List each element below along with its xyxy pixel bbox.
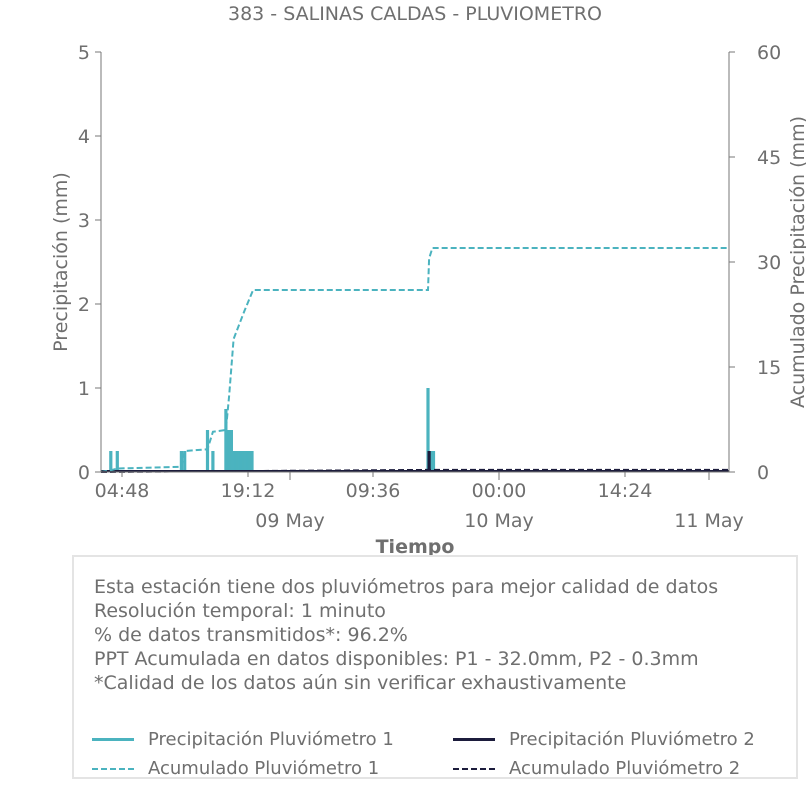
rain-bar-s0-6 (224, 409, 228, 472)
y-axis-title: Precipitación (mm) (50, 172, 72, 352)
info-line-stations: Esta estación tiene dos pluviómetros par… (94, 576, 719, 598)
y2-axis-title: Acumulado Precipitación (mm) (787, 116, 806, 408)
rain-bar-s0-1 (115, 451, 119, 472)
rain-bar-s0-3 (183, 451, 187, 472)
legend-item-p1-acc: Acumulado Pluviómetro 1 (92, 758, 379, 779)
y2-tick-label-4: 60 (757, 42, 781, 64)
precipitation-chart: 383 - SALINAS CALDAS - PLUVIOMETRO 0 1 2 3 4… (50, 3, 806, 556)
rain-bar-s0-4 (205, 430, 210, 472)
y-tick-label-3: 3 (78, 210, 90, 232)
x-tick-label-4: 14:24 (598, 480, 653, 502)
rain-bar-s0-0 (109, 451, 113, 472)
y2-tick-label-3: 45 (757, 147, 781, 169)
rain-bar-s0-30 (426, 388, 430, 472)
info-line-accumulated: PPT Acumulada en datos disponibles: P1 -… (94, 648, 699, 670)
y2-tick-label-1: 15 (757, 357, 781, 379)
rain-bar-s1-0 (427, 451, 431, 472)
cumulative-line-s2 (100, 247, 729, 473)
cumulative-line-s3 (100, 468, 729, 473)
plot-area (100, 247, 729, 473)
y-tick-label-2: 2 (78, 294, 90, 316)
y2-tick-label-2: 30 (757, 252, 781, 274)
y2-tick-label-0: 0 (757, 462, 769, 484)
legend-item-p1-rain: Precipitación Pluviómetro 1 (92, 729, 394, 750)
info-line-transmitted: % de datos transmitidos*: 96.2% (94, 624, 408, 646)
y-tick-label-1: 1 (78, 378, 90, 400)
chart-title: 383 - SALINAS CALDAS - PLUVIOMETRO (228, 3, 602, 25)
legend-label-p1-rain: Precipitación Pluviómetro 1 (148, 729, 394, 750)
x-tick-label-3: 00:00 (472, 480, 527, 502)
legend-item-p2-rain: Precipitación Pluviómetro 2 (453, 729, 755, 750)
x-axis-title: Tiempo (376, 536, 455, 556)
info-text: Esta estación tiene dos pluviómetros par… (94, 575, 718, 695)
x-date-label-2: 11 May (674, 510, 744, 532)
info-line-quality: *Calidad de los datos aún sin verificar … (94, 672, 627, 694)
info-box: Esta estación tiene dos pluviómetros par… (72, 555, 798, 779)
x-date-label-1: 10 May (464, 510, 534, 532)
rain-bar-s0-29 (250, 451, 254, 472)
legend-swatch-p2-acc (453, 767, 495, 770)
legend-swatch-p1-rain (92, 738, 134, 741)
legend-label-p1-acc: Acumulado Pluviómetro 1 (148, 758, 380, 779)
info-line-resolution: Resolución temporal: 1 minuto (94, 600, 386, 622)
y-tick-label-5: 5 (78, 42, 90, 64)
y-tick-label-4: 4 (78, 126, 90, 148)
x-tick-label-2: 09:36 (346, 480, 401, 502)
legend-swatch-p1-acc (92, 767, 134, 770)
legend-label-p2-acc: Acumulado Pluviómetro 2 (509, 758, 741, 779)
x-date-label-0: 09 May (255, 510, 325, 532)
legend-label-p2-rain: Precipitación Pluviómetro 2 (509, 729, 755, 750)
x-tick-label-0: 04:48 (95, 480, 150, 502)
legend-swatch-p2-rain (453, 738, 495, 741)
rain-bar-s0-2 (179, 451, 183, 472)
legend-item-p2-acc: Acumulado Pluviómetro 2 (453, 758, 740, 779)
rain-bar-s0-5 (211, 451, 215, 472)
rain-bar-s0-34 (431, 451, 436, 472)
x-tick-label-1: 19:12 (221, 480, 276, 502)
y-tick-label-0: 0 (78, 462, 90, 484)
